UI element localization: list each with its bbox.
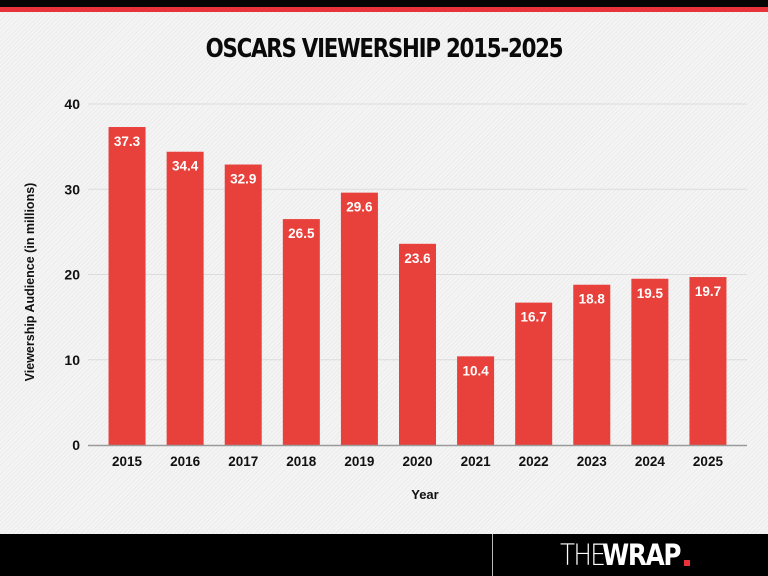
bar-2015 <box>108 127 146 445</box>
bar-2016 <box>166 151 204 446</box>
footer-bar: THE WRAP <box>0 534 768 576</box>
bar-2022 <box>515 302 553 445</box>
data-label: 23.6 <box>404 251 431 266</box>
bar-2021 <box>457 356 495 445</box>
data-label: 18.8 <box>579 292 606 307</box>
thewrap-logo: THE WRAP <box>560 538 690 572</box>
y-tick-label: 0 <box>72 437 80 453</box>
data-label: 37.3 <box>114 134 141 149</box>
y-tick-label: 30 <box>64 181 80 197</box>
bar-2019 <box>340 192 378 445</box>
y-tick-label: 40 <box>64 96 80 112</box>
data-label: 10.4 <box>462 363 489 378</box>
x-tick-label: 2024 <box>635 454 666 469</box>
data-label: 26.5 <box>288 226 315 241</box>
data-label: 19.5 <box>637 286 664 301</box>
bar-2020 <box>399 243 436 445</box>
data-label: 32.9 <box>230 172 256 187</box>
chart-title: OSCARS VIEWERSHIP 2015-2025 <box>205 34 564 64</box>
x-tick-label: 2017 <box>228 454 258 469</box>
data-labels: 37.3 34.4 32.9 26.5 29.6 23.6 10.4 16.7 18.8 19.5… <box>114 134 721 378</box>
top-red-stripe <box>0 7 768 12</box>
y-tick-labels: 0 10 20 30 40 <box>64 96 80 453</box>
logo-wrap-text: WRAP <box>601 538 682 572</box>
bar-2025 <box>689 277 727 445</box>
logo-the-text: THE <box>560 538 606 572</box>
y-tick-label: 20 <box>64 267 80 283</box>
bars <box>108 127 727 446</box>
y-axis-label: Viewership Audience (in millions) <box>23 183 37 382</box>
x-tick-label: 2019 <box>344 454 374 469</box>
x-tick-label: 2018 <box>286 454 317 469</box>
x-tick-label: 2023 <box>577 454 608 469</box>
data-label: 29.6 <box>346 200 373 215</box>
data-label: 16.7 <box>521 310 547 325</box>
data-label: 19.7 <box>695 284 721 299</box>
x-tick-labels: 2015 2016 2017 2018 2019 2020 2021 2022 2023 2024… <box>112 454 723 469</box>
bar-2023 <box>573 284 611 445</box>
x-tick-label: 2025 <box>693 454 724 469</box>
y-tick-label: 10 <box>64 352 80 368</box>
bar-2024 <box>631 278 669 445</box>
logo-red-dot <box>683 560 690 566</box>
footer-divider <box>492 534 493 576</box>
top-black-bar <box>0 0 768 7</box>
bar-2017 <box>224 164 262 445</box>
bar-2018 <box>282 219 320 445</box>
x-tick-label: 2022 <box>519 454 549 469</box>
x-tick-label: 2020 <box>402 454 432 469</box>
bar-chart: 0 10 20 30 40 37.3 34.4 32.9 26.5 29.6 23.6 10.4 16… <box>23 96 747 502</box>
x-tick-label: 2015 <box>112 454 143 469</box>
x-tick-label: 2021 <box>461 454 492 469</box>
data-label: 34.4 <box>172 159 199 174</box>
x-tick-label: 2016 <box>170 454 201 469</box>
x-axis-label: Year <box>411 487 438 502</box>
